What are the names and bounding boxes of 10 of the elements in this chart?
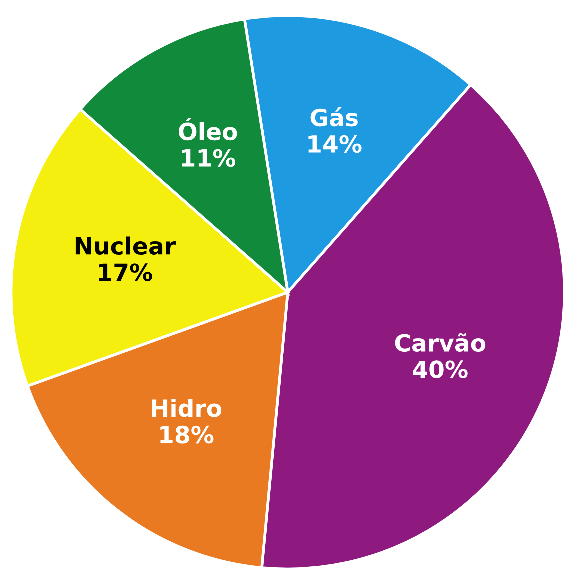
data-label: 40%: [413, 360, 468, 379]
slice-label: Hidro: [152, 399, 222, 418]
data-label: 11%: [182, 149, 236, 168]
data-label: 14%: [308, 135, 362, 154]
slice-label: Nuclear: [76, 236, 176, 256]
data-label: 18%: [160, 426, 214, 444]
data-label: 17%: [99, 264, 152, 282]
slice-label: Óleo: [178, 118, 238, 141]
slice-label: Carvão: [395, 333, 486, 352]
slice-label: Gás: [310, 107, 358, 127]
